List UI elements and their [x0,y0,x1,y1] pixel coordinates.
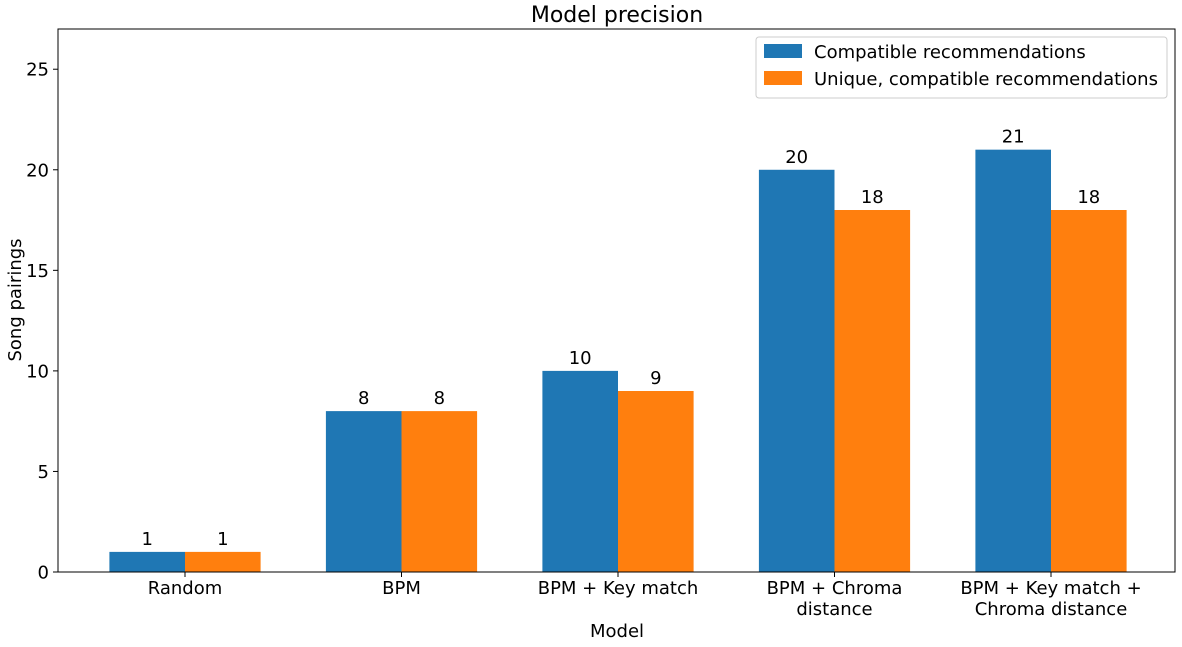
x-tick-label-3-line1: distance [796,599,872,620]
y-axis-label: Song pairings [5,238,26,361]
x-tick-label-2: BPM + Key match [538,578,699,599]
bar-s1-c2 [618,391,694,572]
bar-s0-c0 [109,551,185,572]
y-axis: 0 5 10 15 20 25 [26,60,58,584]
y-tick-label-0: 0 [38,563,49,584]
bar-s0-c2 [542,370,618,572]
bar-s0-c1 [325,411,402,572]
chart-title: Model precision [531,3,703,28]
bar-label-s0-c2: 10 [569,348,592,369]
legend-box [755,36,1168,99]
bar-s0-c3 [758,169,835,572]
bar-label-s1-c4: 18 [1077,187,1100,208]
bar-s0-c4 [975,149,1051,572]
y-tick-label-4: 20 [26,160,49,181]
bar-label-s0-c1: 8 [358,388,369,409]
x-tick-label-4-line1: Chroma distance [975,599,1128,620]
y-tick-label-3: 15 [26,261,49,282]
x-tick-label-0: Random [148,578,223,599]
x-tick-label-1: BPM [382,578,421,599]
y-tick-label-5: 25 [26,60,49,81]
bar-s1-c0 [185,551,261,572]
x-tick-label-3: BPM + Chroma [767,578,903,599]
bar-label-s0-c4: 21 [1002,127,1025,148]
legend-label-1: Unique, compatible recommendations [814,69,1158,90]
bar-label-s1-c3: 18 [861,187,884,208]
bar-s1-c1 [401,411,478,572]
y-tick-label-1: 5 [38,462,49,483]
legend-swatch-1 [764,71,802,85]
bar-s1-c3 [834,210,911,572]
bar-label-s1-c1: 8 [434,388,445,409]
bar-label-s1-c0: 1 [217,529,228,550]
bars-group [109,149,1127,572]
legend-label-0: Compatible recommendations [814,42,1086,63]
x-axis-label: Model [590,621,644,642]
legend-swatch-0 [764,44,802,58]
x-axis: Random BPM BPM + Key match BPM + Chromadist… [148,572,1142,620]
bar-s1-c4 [1051,210,1127,572]
plot-frame [57,28,1176,573]
bar-label-s0-c3: 20 [785,147,808,168]
y-tick-label-2: 10 [26,361,49,382]
bar-label-s0-c0: 1 [141,529,152,550]
legend: Compatible recommendations Unique, compat… [755,36,1168,99]
bar-label-s1-c2: 9 [650,368,661,389]
x-tick-label-4: BPM + Key match + [960,578,1141,599]
